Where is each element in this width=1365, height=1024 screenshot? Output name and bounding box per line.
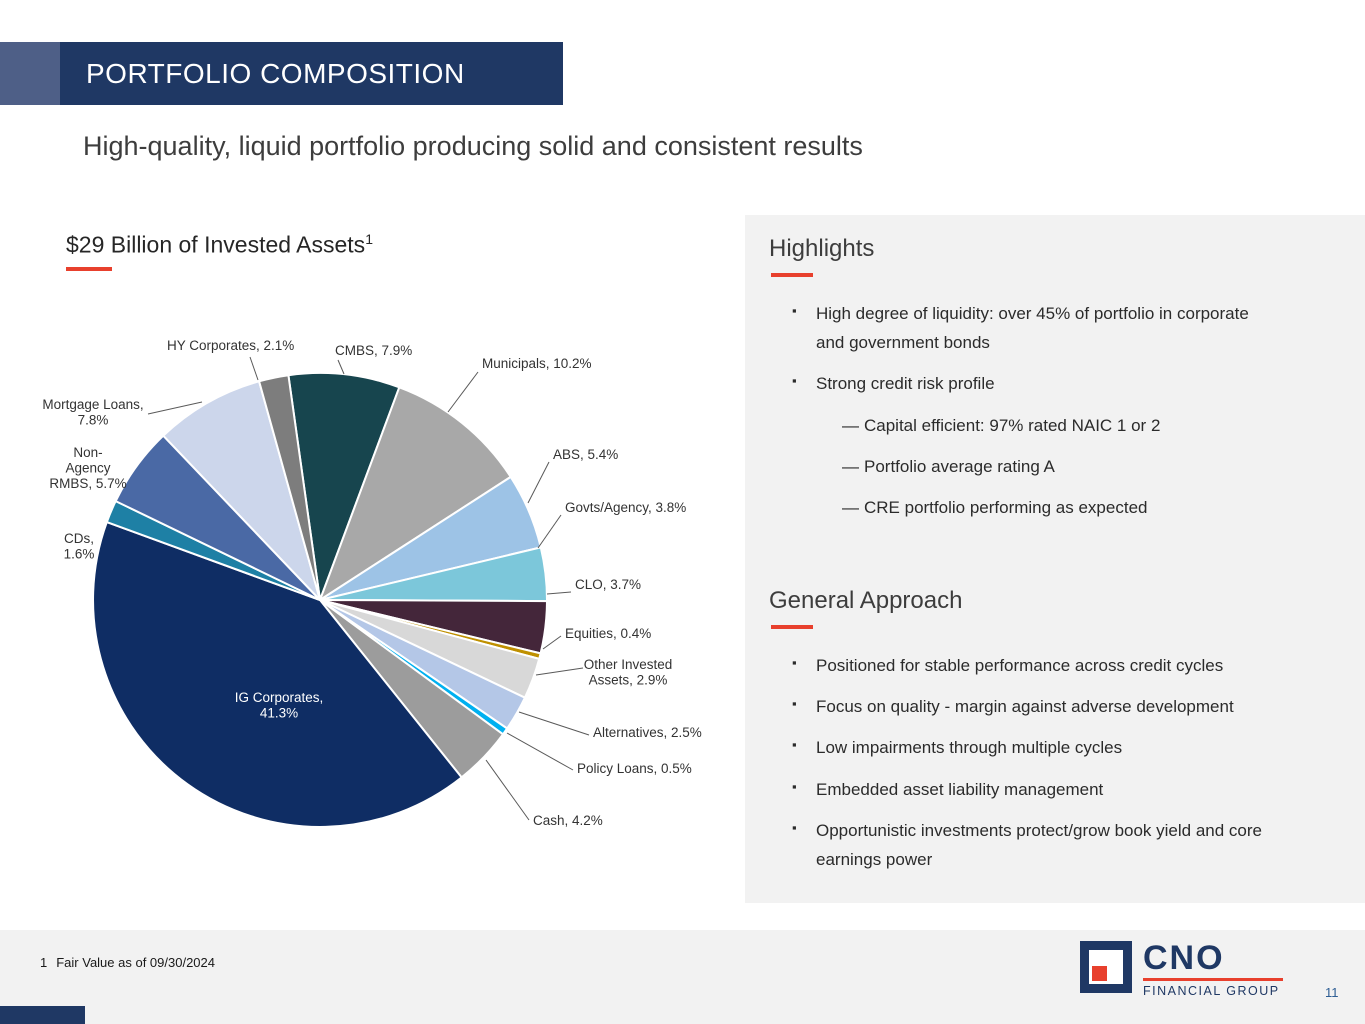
footer-band (0, 930, 1365, 1024)
chart-title-footnote-marker: 1 (365, 231, 373, 247)
pie-label-leader-line (447, 371, 479, 413)
general-approach-heading: General Approach (769, 587, 963, 614)
pie-label-hy-corporates: HY Corporates, 2.1% (167, 338, 294, 353)
portfolio-pie-chart: CMBS, 7.9% Municipals, 10.2% ABS, 5.4% Govt… (42, 338, 702, 828)
pie-label-leader-line (485, 759, 530, 821)
chart-title-red-underline (66, 267, 112, 271)
slide-title: PORTFOLIO COMPOSITION (86, 57, 465, 89)
pie-slice-ig-corporates (92, 521, 463, 828)
sub-bullet-text: Portfolio average rating A (864, 456, 1055, 476)
bullet-item: Low impairments through multiple cycles (792, 733, 1269, 762)
slide-headline: High-quality, liquid portfolio producing… (83, 131, 863, 161)
pie-label-ig-corporates: IG Corporates, 41.3% (235, 690, 324, 721)
footnote-marker: 1 (40, 955, 48, 970)
cno-logo: CNO FINANCIAL GROUP (1080, 941, 1283, 998)
bullet-item: Strong credit risk profile Capital effic… (792, 369, 1269, 522)
pie-label-abs: ABS, 5.4% (553, 447, 618, 462)
general-approach-list: Positioned for stable performance across… (792, 651, 1269, 874)
highlights-section: Highlights High degree of liquidity: ove… (769, 235, 1269, 534)
pie-label-alternatives: Alternatives, 2.5% (593, 725, 702, 740)
pie-label-mortgage-loans: Mortgage Loans, 7.8% (42, 397, 143, 428)
bullet-item: Opportunistic investments protect/grow b… (792, 816, 1269, 874)
pie-label-leader-line (337, 359, 345, 375)
cno-logo-red-square (1092, 966, 1107, 981)
pie-label-cds: CDs, 1.6% (64, 531, 95, 562)
general-approach-section: General Approach Positioned for stable p… (769, 587, 1269, 886)
bullet-text: Opportunistic investments protect/grow b… (816, 820, 1263, 870)
footnote: 1 Fair Value as of 09/30/2024 (40, 955, 215, 970)
general-approach-red-underline (771, 625, 813, 629)
cno-logo-red-rule (1143, 978, 1283, 981)
bullet-item: Positioned for stable performance across… (792, 651, 1269, 680)
sub-bullet-item: Portfolio average rating A (842, 452, 1269, 481)
pie-label-leader-line (537, 514, 562, 549)
pie-slice-cmbs (287, 372, 401, 601)
sub-bullet-item: Capital efficient: 97% rated NAIC 1 or 2 (842, 411, 1269, 440)
slate-accent-square (0, 42, 60, 105)
bullet-text: Low impairments through multiple cycles (816, 738, 1123, 758)
bullet-item: Embedded asset liability management (792, 775, 1269, 804)
bullet-text: Focus on quality - margin against advers… (816, 697, 1234, 717)
cno-logo-name: CNO (1143, 939, 1225, 977)
bullet-item: Focus on quality - margin against advers… (792, 692, 1269, 721)
cno-logo-text: CNO FINANCIAL GROUP (1143, 941, 1283, 998)
pie-label-leader-line (249, 356, 259, 381)
pie-label-leader-line (518, 711, 590, 736)
highlights-panel: Highlights High degree of liquidity: ove… (745, 215, 1365, 903)
chart-title-text: $29 Billion of Invested Assets (66, 231, 366, 258)
pie-label-leader-line (535, 667, 584, 676)
bullet-text: Positioned for stable performance across… (816, 656, 1224, 675)
pie-label-clo: CLO, 3.7% (575, 577, 641, 592)
pie-label-leader-line (542, 635, 562, 650)
sub-bullet-item: CRE portfolio performing as expected (842, 493, 1269, 522)
title-banner: PORTFOLIO COMPOSITION (60, 42, 563, 105)
pie-label-equities: Equities, 0.4% (565, 626, 651, 641)
bullet-item: High degree of liquidity: over 45% of po… (792, 299, 1269, 357)
pie-label-cmbs: CMBS, 7.9% (335, 343, 412, 358)
cno-logo-subtitle: FINANCIAL GROUP (1143, 984, 1280, 998)
chart-title: $29 Billion of Invested Assets1 (66, 231, 373, 259)
pie-slice-mortgage-loans (162, 380, 321, 601)
bullet-text: High degree of liquidity: over 45% of po… (816, 304, 1249, 353)
pie-label-other-invested-assets: Other Invested Assets, 2.9% (584, 657, 673, 688)
pie-slice-hy-corporates (258, 374, 321, 601)
highlights-red-underline (771, 273, 813, 277)
pie-label-govts-agency: Govts/Agency, 3.8% (565, 500, 686, 515)
pie-label-non-agency-rmbs: Non-Agency RMBS, 5.7% (49, 445, 126, 491)
highlights-sub-list: Capital efficient: 97% rated NAIC 1 or 2… (842, 411, 1269, 523)
page-number: 11 (1325, 985, 1339, 1000)
highlights-heading: Highlights (769, 235, 875, 262)
pie-label-cash: Cash, 4.2% (533, 813, 603, 828)
pie-label-leader-line (506, 732, 574, 771)
bullet-text: Embedded asset liability management (816, 779, 1104, 799)
footnote-text: Fair Value as of 09/30/2024 (56, 955, 215, 970)
highlights-list: High degree of liquidity: over 45% of po… (792, 299, 1269, 523)
pie-label-leader-line (546, 591, 572, 595)
pie-slice-municipals (319, 386, 512, 601)
cno-logo-mark (1080, 941, 1132, 993)
pie-label-leader-line (527, 461, 550, 504)
bottom-navy-bar (0, 1006, 85, 1024)
pie-label-municipals: Municipals, 10.2% (482, 356, 592, 371)
sub-bullet-text: Capital efficient: 97% rated NAIC 1 or 2 (864, 415, 1161, 435)
pie-label-policy-loans: Policy Loans, 0.5% (577, 761, 692, 776)
sub-bullet-text: CRE portfolio performing as expected (864, 498, 1148, 518)
pie-label-leader-line (147, 401, 203, 415)
bullet-text: Strong credit risk profile (816, 374, 995, 394)
